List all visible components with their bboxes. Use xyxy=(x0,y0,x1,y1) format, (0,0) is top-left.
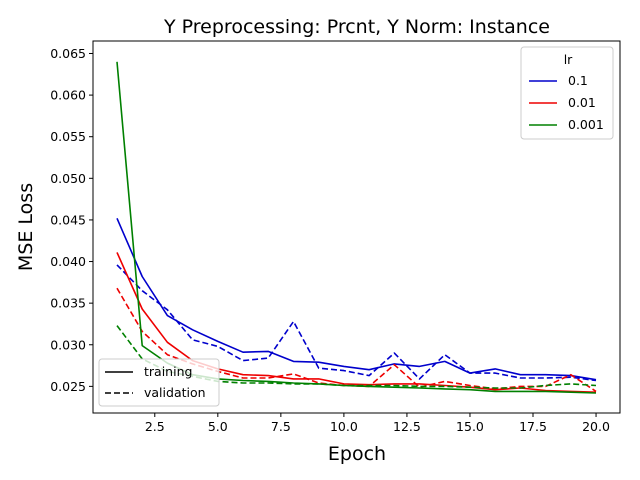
y-tick-label: 0.045 xyxy=(50,212,86,227)
legend-lr-frame xyxy=(520,46,614,140)
x-tick-label: 7.5 xyxy=(271,419,291,434)
legend-style: training validation xyxy=(98,358,220,407)
series-line-lr-0_1-training xyxy=(116,217,597,381)
y-tick-label: 0.030 xyxy=(50,337,86,352)
x-tick-label: 2.5 xyxy=(145,419,165,434)
y-axis: 0.025 0.030 0.035 0.040 0.045 0.050 0.055 0.060… xyxy=(50,46,93,394)
legend-style-label-training: training xyxy=(144,364,192,379)
legend-lr-label-1: 0.1 xyxy=(568,73,588,88)
x-tick-label: 12.5 xyxy=(393,419,421,434)
chart-title: Y Preprocessing: Prcnt, Y Norm: Instance xyxy=(163,16,550,38)
y-tick-label: 0.040 xyxy=(50,254,86,269)
y-tick-label: 0.065 xyxy=(50,46,86,61)
legend-style-label-validation: validation xyxy=(144,385,206,400)
x-tick-label: 5.0 xyxy=(208,419,228,434)
legend-lr: lr 0.1 0.01 0.001 xyxy=(520,46,614,140)
x-tick-label: 10.0 xyxy=(330,419,358,434)
legend-lr-label-2: 0.01 xyxy=(568,95,596,110)
x-axis-label: Epoch xyxy=(328,443,386,465)
x-tick-label: 20.0 xyxy=(582,419,610,434)
plot-frame xyxy=(92,40,621,414)
y-tick-label: 0.055 xyxy=(50,129,86,144)
x-axis: 2.5 5.0 7.5 10.0 12.5 15.0 17.5 20.0 xyxy=(145,413,610,434)
y-axis-label: MSE Loss xyxy=(15,183,37,271)
y-tick-label: 0.025 xyxy=(50,379,86,394)
legend-style-frame xyxy=(98,358,220,407)
series-line-lr-0_1-validation xyxy=(116,264,597,382)
x-tick-label: 15.0 xyxy=(456,419,484,434)
y-tick-label: 0.050 xyxy=(50,171,86,186)
x-tick-label: 17.5 xyxy=(519,419,547,434)
legend-lr-label-3: 0.001 xyxy=(568,117,604,132)
y-tick-label: 0.060 xyxy=(50,88,86,103)
legend-lr-title: lr xyxy=(564,52,573,67)
y-tick-label: 0.035 xyxy=(50,296,86,311)
